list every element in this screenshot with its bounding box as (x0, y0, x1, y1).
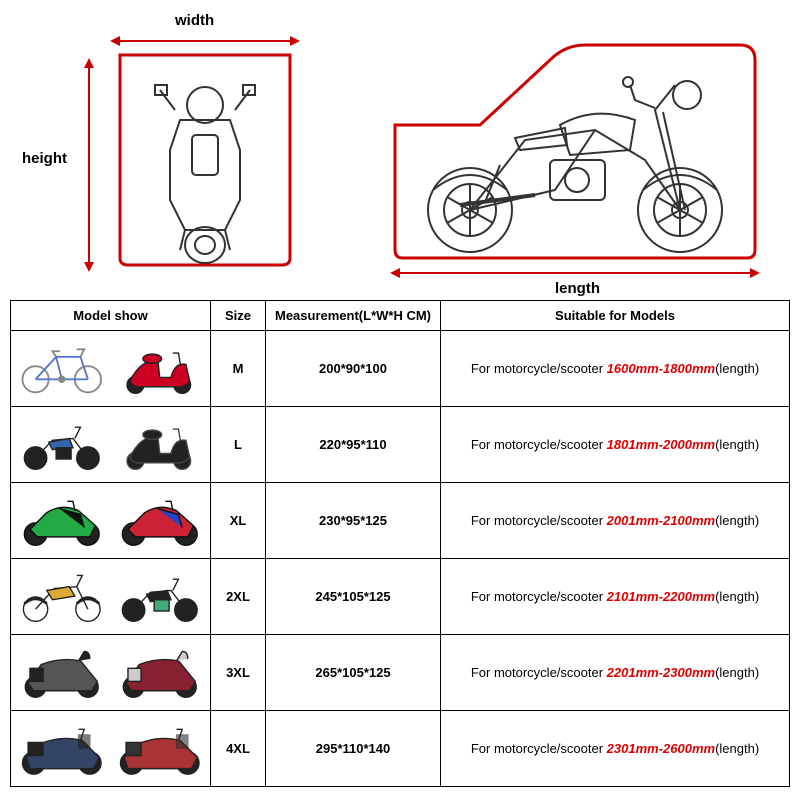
suitable-prefix: For motorcycle/scooter (471, 437, 607, 452)
model-thumb-cruiser (15, 719, 109, 779)
suitable-prefix: For motorcycle/scooter (471, 361, 607, 376)
width-arrow-left (110, 36, 120, 46)
table-row: L220*95*110For motorcycle/scooter 1801mm… (11, 407, 790, 483)
model-thumb-maxi (113, 643, 207, 703)
suitable-range: 1801mm-2000mm (607, 437, 715, 452)
suitable-suffix: (length) (715, 437, 759, 452)
model-thumb-sport (113, 491, 207, 551)
table-row: M200*90*100For motorcycle/scooter 1600mm… (11, 331, 790, 407)
table-row: 3XL265*105*125For motorcycle/scooter 220… (11, 635, 790, 711)
suitable-suffix: (length) (715, 665, 759, 680)
model-thumb-scooter (113, 339, 207, 399)
model-thumb-bicycle (15, 339, 109, 399)
height-arrow-down (84, 262, 94, 272)
model-thumb-sport (15, 491, 109, 551)
suitable-suffix: (length) (715, 513, 759, 528)
suitable-prefix: For motorcycle/scooter (471, 589, 607, 604)
length-label: length (555, 280, 600, 297)
table-row: 4XL295*110*140For motorcycle/scooter 230… (11, 711, 790, 787)
table-header-row: Model show Size Measurement(L*W*H CM) Su… (11, 301, 790, 331)
suitable-cell: For motorcycle/scooter 2201mm-2300mm(len… (441, 635, 790, 711)
width-arrow-line (115, 40, 295, 42)
suitable-prefix: For motorcycle/scooter (471, 741, 607, 756)
height-arrow-line (88, 65, 90, 265)
length-arrow-right (750, 268, 760, 278)
size-cell: 2XL (211, 559, 266, 635)
model-thumb-moto (15, 415, 109, 475)
measurement-cell: 200*90*100 (266, 331, 441, 407)
suitable-suffix: (length) (715, 741, 759, 756)
suitable-range: 2101mm-2200mm (607, 589, 715, 604)
model-thumb-dirt (15, 567, 109, 627)
suitable-cell: For motorcycle/scooter 1801mm-2000mm(len… (441, 407, 790, 483)
measurement-cell: 295*110*140 (266, 711, 441, 787)
suitable-cell: For motorcycle/scooter 2101mm-2200mm(len… (441, 559, 790, 635)
suitable-cell: For motorcycle/scooter 2001mm-2100mm(len… (441, 483, 790, 559)
suitable-suffix: (length) (715, 589, 759, 604)
model-thumb-scooter (113, 415, 207, 475)
size-cell: 3XL (211, 635, 266, 711)
header-size: Size (211, 301, 266, 331)
suitable-range: 2001mm-2100mm (607, 513, 715, 528)
width-label: width (175, 12, 214, 29)
height-arrow-up (84, 58, 94, 68)
measurement-cell: 265*105*125 (266, 635, 441, 711)
model-thumbs-cell (11, 559, 211, 635)
suitable-cell: For motorcycle/scooter 2301mm-2600mm(len… (441, 711, 790, 787)
model-thumb-naked (113, 567, 207, 627)
model-thumb-touring (15, 643, 109, 703)
header-model: Model show (11, 301, 211, 331)
size-cell: M (211, 331, 266, 407)
header-suitable: Suitable for Models (441, 301, 790, 331)
length-arrow-left (390, 268, 400, 278)
header-measurement: Measurement(L*W*H CM) (266, 301, 441, 331)
suitable-range: 2201mm-2300mm (607, 665, 715, 680)
suitable-range: 2301mm-2600mm (607, 741, 715, 756)
length-arrow-line (398, 272, 753, 274)
measurement-cell: 220*95*110 (266, 407, 441, 483)
size-cell: XL (211, 483, 266, 559)
table-row: 2XL245*105*125For motorcycle/scooter 210… (11, 559, 790, 635)
measurement-cell: 230*95*125 (266, 483, 441, 559)
model-thumbs-cell (11, 407, 211, 483)
height-label: height (22, 150, 67, 167)
moto-front-outline (110, 50, 300, 270)
model-thumbs-cell (11, 331, 211, 407)
model-thumbs-cell (11, 711, 211, 787)
model-thumbs-cell (11, 635, 211, 711)
suitable-range: 1600mm-1800mm (607, 361, 715, 376)
model-thumbs-cell (11, 483, 211, 559)
dimension-diagram: width height length (10, 10, 790, 300)
suitable-cell: For motorcycle/scooter 1600mm-1800mm(len… (441, 331, 790, 407)
size-table: Model show Size Measurement(L*W*H CM) Su… (10, 300, 790, 787)
model-thumb-cruiser (113, 719, 207, 779)
suitable-prefix: For motorcycle/scooter (471, 513, 607, 528)
measurement-cell: 245*105*125 (266, 559, 441, 635)
moto-side-outline (385, 30, 765, 265)
size-cell: L (211, 407, 266, 483)
size-cell: 4XL (211, 711, 266, 787)
width-arrow-right (290, 36, 300, 46)
suitable-suffix: (length) (715, 361, 759, 376)
table-row: XL230*95*125For motorcycle/scooter 2001m… (11, 483, 790, 559)
suitable-prefix: For motorcycle/scooter (471, 665, 607, 680)
